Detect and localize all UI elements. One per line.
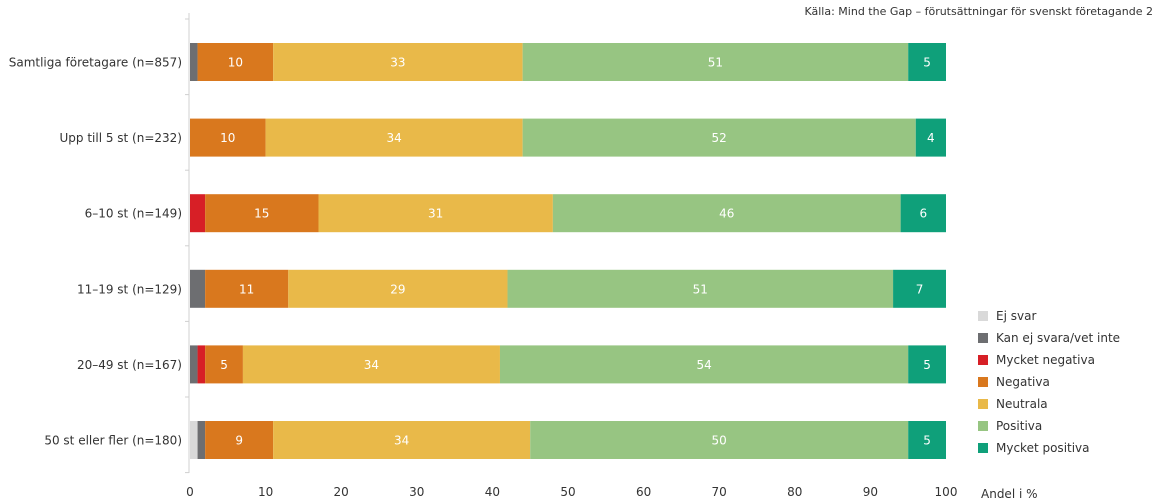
x-tick-label: 0 [186,485,194,499]
data-label: 34 [364,358,379,372]
bar-segment [522,118,916,157]
legend-item: Mycket negativa [978,349,1120,371]
x-tick-label: 60 [636,485,651,499]
bar-segment [507,269,894,308]
chart-source: Källa: Mind the Gap – förutsättningar fö… [804,5,1153,18]
bar-segment [190,421,198,459]
data-label: 11 [239,282,254,296]
legend-item: Neutrala [978,393,1120,415]
legend-swatch [978,421,988,431]
legend-item: Positiva [978,415,1120,437]
legend-label: Kan ej svara/vet inte [996,331,1121,345]
bar-segment [190,118,266,157]
bar-segment [552,194,901,233]
category-label: Samtliga företagare (n=857) [9,56,182,70]
data-label: 51 [708,56,723,70]
bar-segment [205,194,319,233]
data-label: 15 [254,207,269,221]
data-label: 31 [428,207,443,221]
data-label: 6 [919,207,927,221]
x-tick-label: 100 [935,485,958,499]
legend-swatch [978,333,988,343]
bar-segment [190,345,198,384]
x-tick-label: 10 [258,485,273,499]
bar-segment [197,421,206,459]
data-label: 10 [228,56,243,70]
x-axis-unit-label: Andel i % [981,487,1038,501]
legend-swatch [978,443,988,453]
data-label: 5 [923,56,931,70]
x-tick-label: 30 [409,485,424,499]
x-tick-label: 90 [863,485,878,499]
category-label: 6–10 st (n=149) [85,207,182,221]
data-label: 9 [235,434,243,448]
bar-segment [242,345,500,384]
bar-segment [190,269,206,308]
bar-segment [288,269,508,308]
legend-swatch [978,377,988,387]
x-tick-label: 70 [712,485,727,499]
bar-segment [530,421,909,459]
bar-segment [908,345,946,384]
bar-segment [205,269,289,308]
legend-label: Neutrala [996,397,1048,411]
data-label: 51 [693,282,708,296]
bar-segment [318,194,553,233]
data-label: 5 [220,358,228,372]
bar-segment [265,118,523,157]
legend-swatch [978,399,988,409]
legend-swatch [978,355,988,365]
bar-segment [893,269,946,308]
legend-label: Ej svar [996,309,1037,323]
data-label: 33 [390,56,405,70]
legend-item: Mycket positiva [978,437,1120,459]
data-label: 50 [712,434,727,448]
legend-label: Mycket negativa [996,353,1095,367]
category-label: Upp till 5 st (n=232) [59,131,182,145]
data-label: 10 [220,131,235,145]
legend: Ej svar Kan ej svara/vet inte Mycket negat… [978,305,1120,459]
data-label: 4 [927,131,935,145]
x-tick-label: 80 [787,485,802,499]
bar-segment [908,43,946,81]
bar-segment [205,345,243,384]
legend-item: Negativa [978,371,1120,393]
data-label: 29 [390,282,405,296]
legend-item: Kan ej svara/vet inte [978,327,1120,349]
legend-item: Ej svar [978,305,1120,327]
bar-segment [273,421,531,459]
x-tick-label: 40 [485,485,500,499]
bar-segment [900,194,946,233]
data-label: 54 [696,358,711,372]
bar-segment [205,421,274,459]
data-label: 46 [719,207,734,221]
legend-label: Negativa [996,375,1050,389]
data-label: 7 [916,282,924,296]
category-label: 20–49 st (n=167) [77,358,182,372]
bar-segment [915,118,946,157]
data-label: 52 [712,131,727,145]
category-label: 50 st eller fler (n=180) [44,434,182,448]
data-label: 5 [923,434,931,448]
bar-segment [522,43,909,81]
category-label: 11–19 st (n=129) [77,282,182,296]
legend-label: Positiva [996,419,1043,433]
bar-segment [273,43,523,81]
bar-segment [908,421,946,459]
data-label: 5 [923,358,931,372]
bar-segment [190,194,206,233]
legend-swatch [978,311,988,321]
x-tick-label: 20 [334,485,349,499]
legend-label: Mycket positiva [996,441,1090,455]
data-label: 34 [386,131,401,145]
x-tick-label: 50 [560,485,575,499]
bar-segment [499,345,909,384]
bar-segment [190,43,198,81]
bar-segment [197,43,274,81]
data-label: 34 [394,434,409,448]
bar-segment [197,345,206,384]
